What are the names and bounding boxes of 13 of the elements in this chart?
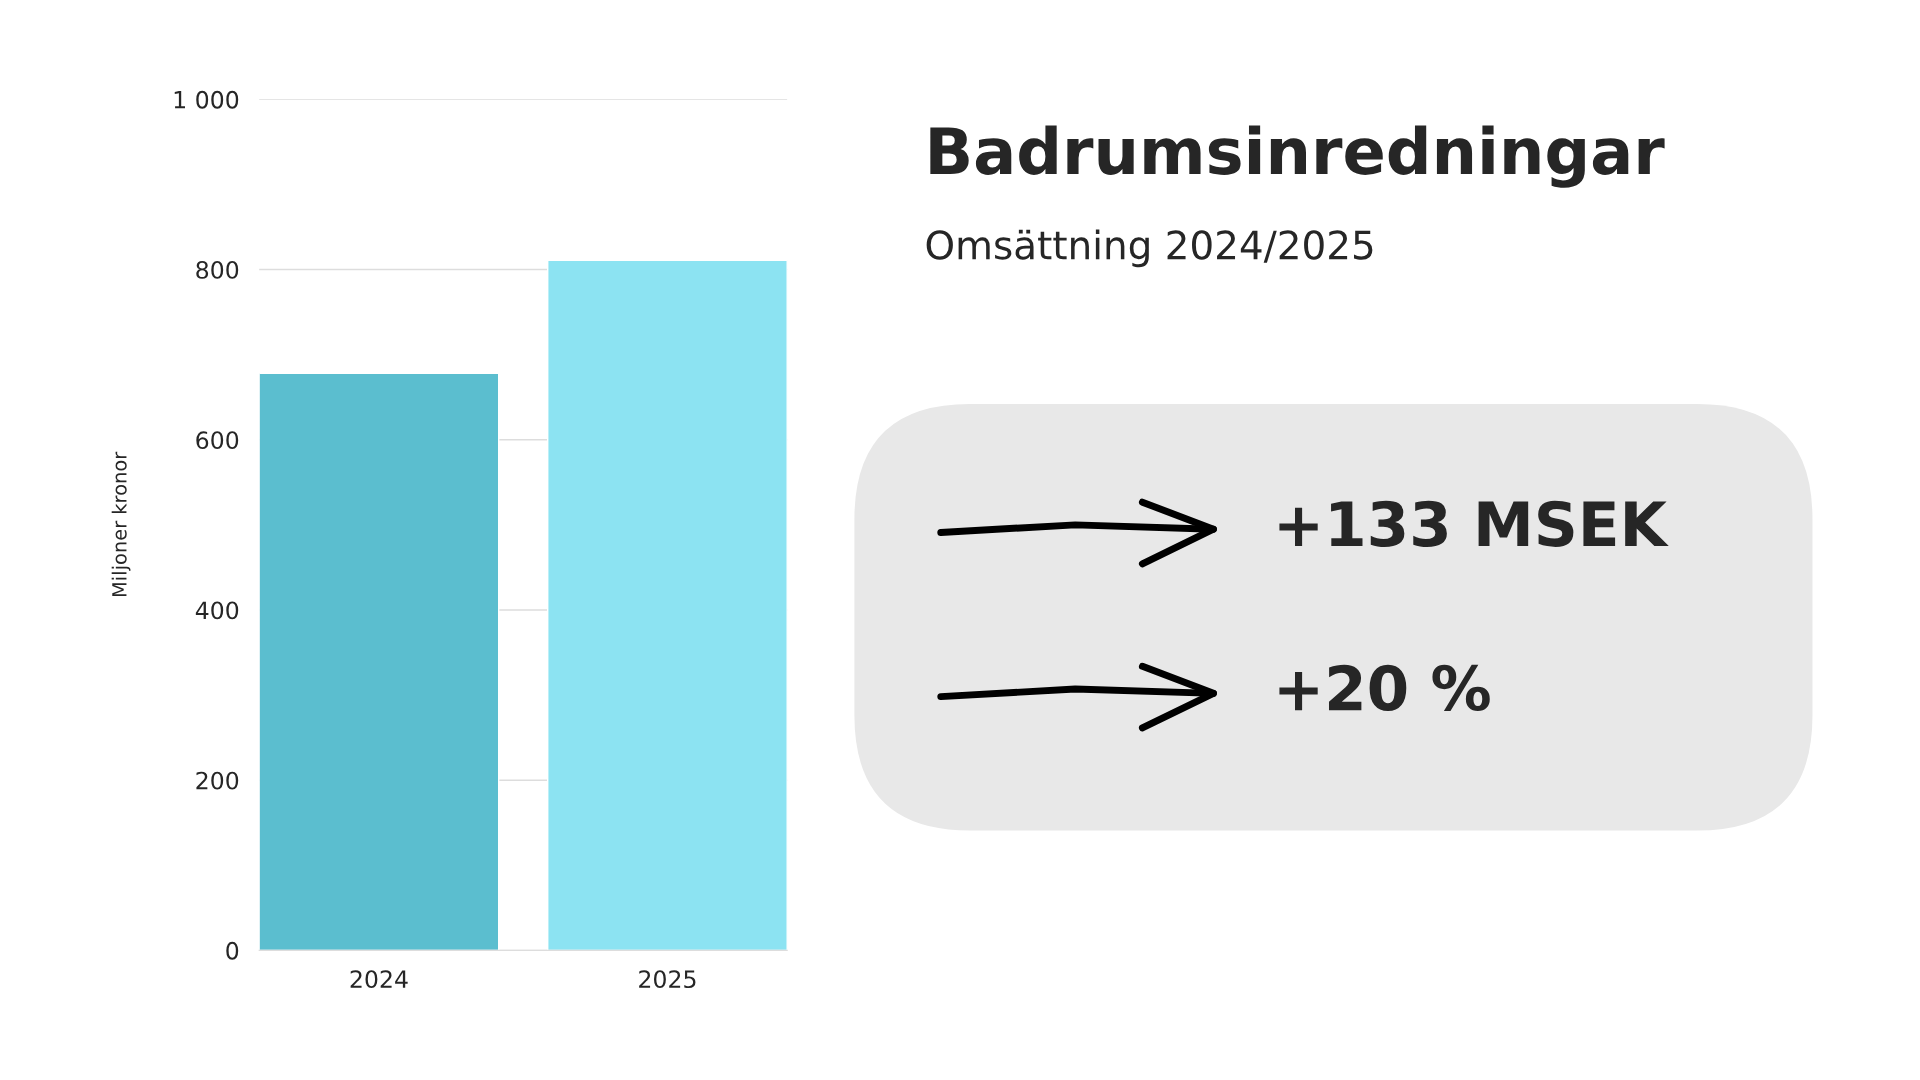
y-axis-title: Miljoner kronor xyxy=(111,451,131,597)
text: +20 % xyxy=(1279,664,1490,712)
text: +133 MSEK xyxy=(1279,500,1669,547)
text: Omsättning 2024/2025 xyxy=(926,229,1373,268)
text: Badrumsinredningar xyxy=(930,125,1665,188)
y-tick-label: 400 xyxy=(195,601,239,620)
y-tick-label: 600 xyxy=(196,431,239,450)
y-tick-label: 0 xyxy=(226,941,239,960)
x-tick-label: 2025 xyxy=(639,970,696,989)
y-tick-label: 1 000 xyxy=(174,90,239,109)
y-tick-label: 800 xyxy=(196,261,239,279)
x-tick-label: 2024 xyxy=(350,970,408,989)
y-tick-label: 200 xyxy=(196,771,239,790)
